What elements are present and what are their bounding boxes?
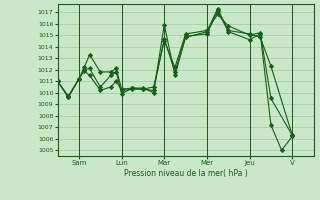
X-axis label: Pression niveau de la mer( hPa ): Pression niveau de la mer( hPa ) (124, 169, 247, 178)
